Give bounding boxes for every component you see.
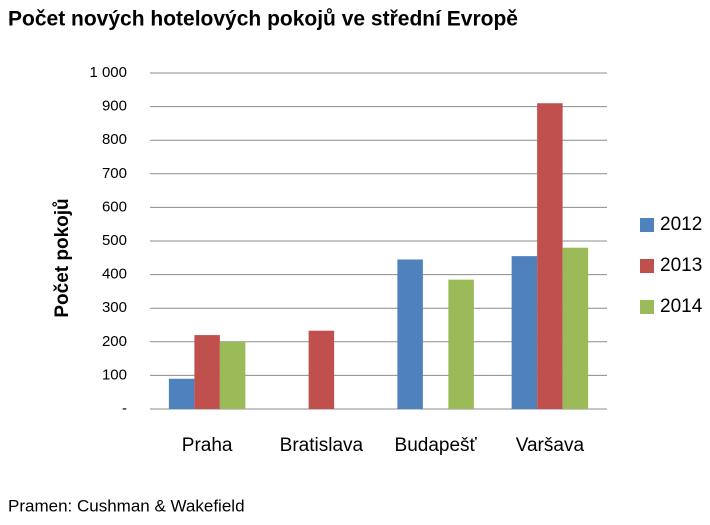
bar bbox=[194, 335, 220, 409]
y-tick-label: 100 bbox=[102, 366, 127, 383]
x-tick-label: Bratislava bbox=[280, 435, 364, 456]
bar bbox=[397, 259, 423, 409]
y-tick-label: 200 bbox=[102, 333, 127, 350]
y-tick-label: - bbox=[122, 400, 127, 417]
y-tick-label: 600 bbox=[102, 198, 127, 215]
legend-label: 2012 bbox=[660, 214, 702, 235]
legend-swatch bbox=[640, 300, 654, 314]
y-tick-label: 700 bbox=[102, 165, 127, 182]
source-note: Pramen: Cushman & Wakefield bbox=[8, 496, 245, 515]
bar bbox=[168, 378, 195, 409]
legend-label: 2013 bbox=[660, 255, 702, 276]
legend-swatch bbox=[640, 259, 654, 273]
legend-label: 2014 bbox=[660, 296, 703, 317]
y-tick-label: 400 bbox=[102, 266, 127, 283]
y-tick-label: 300 bbox=[102, 299, 127, 316]
bar bbox=[511, 256, 538, 409]
legend-swatch bbox=[640, 218, 654, 232]
x-tick-label: Budapešť bbox=[395, 435, 478, 456]
y-tick-label: 800 bbox=[102, 131, 127, 148]
bar bbox=[537, 103, 563, 410]
y-axis-label: Počet pokojů bbox=[52, 198, 73, 317]
x-tick-label: Varšava bbox=[516, 435, 585, 456]
chart-title: Počet nových hotelových pokojů ve středn… bbox=[8, 8, 518, 31]
bar bbox=[448, 279, 474, 409]
bar bbox=[308, 330, 335, 409]
y-tick-label: 900 bbox=[102, 98, 127, 115]
y-tick-label: 500 bbox=[102, 232, 127, 249]
bar bbox=[562, 247, 589, 409]
bar bbox=[219, 341, 246, 409]
x-tick-label: Praha bbox=[182, 435, 233, 456]
y-tick-label: 1 000 bbox=[89, 64, 127, 81]
